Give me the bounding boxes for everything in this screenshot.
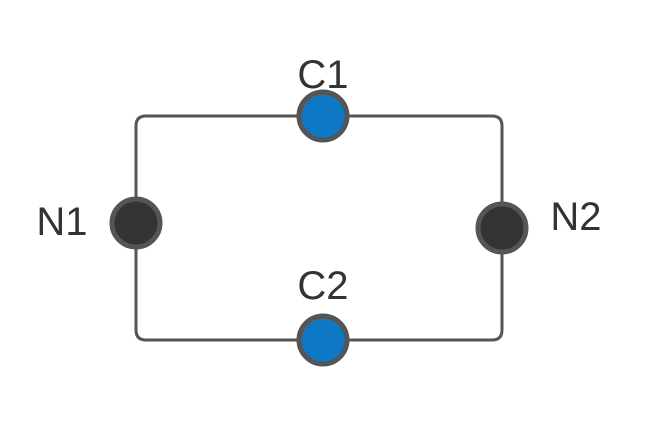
node-c2-label: C2	[297, 264, 348, 308]
node-c2[interactable]: C2	[296, 264, 350, 367]
node-c1-label: C1	[297, 53, 348, 97]
node-n1-marker	[109, 196, 163, 250]
node-c1[interactable]: C1	[296, 53, 350, 143]
node-n2[interactable]: N2	[475, 195, 602, 255]
node-n2-label: N2	[550, 195, 601, 239]
node-n2-marker	[475, 201, 529, 255]
node-n1-label: N1	[36, 200, 87, 244]
node-c1-marker	[296, 89, 350, 143]
node-c2-marker	[296, 313, 350, 367]
node-n1[interactable]: N1	[36, 196, 163, 250]
